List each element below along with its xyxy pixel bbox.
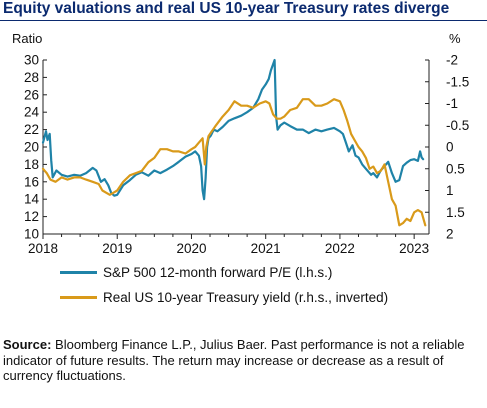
legend-label-pe: S&P 500 12-month forward P/E (l.h.s.) <box>103 265 333 280</box>
left-tick-label: 24 <box>24 105 40 120</box>
left-tick-label: 28 <box>24 70 39 85</box>
left-tick-label: 12 <box>24 209 39 224</box>
right-tick-label: -2 <box>446 53 458 68</box>
left-tick-label: 10 <box>24 227 39 242</box>
series-line-pe <box>41 58 425 201</box>
x-tick-label: 2019 <box>102 241 132 256</box>
x-tick-label: 2021 <box>251 241 281 256</box>
legend-swatch-yield <box>60 296 97 299</box>
source-label: Source: <box>3 337 52 352</box>
left-tick-label: 26 <box>24 87 39 102</box>
left-tick-label: 20 <box>24 140 39 155</box>
right-tick-label: 1.5 <box>446 205 465 220</box>
x-tick-label: 2023 <box>399 241 429 256</box>
right-tick-label: 0.5 <box>446 161 465 176</box>
left-axis-unit: Ratio <box>12 31 43 46</box>
x-tick-label: 2018 <box>28 241 58 256</box>
legend-label-yield: Real US 10-year Treasury yield (r.h.s., … <box>103 290 389 305</box>
right-tick-label: 0 <box>446 140 454 155</box>
right-axis-unit: % <box>449 31 461 46</box>
right-tick-label: -0.5 <box>446 118 469 133</box>
right-tick-label: 1 <box>446 183 454 198</box>
legend-item-pe: S&P 500 12-month forward P/E (l.h.s.) <box>60 265 332 280</box>
line-chart: 101214161820222426283021.510.50-0.5-1-1.… <box>24 53 469 257</box>
left-tick-label: 30 <box>24 53 39 68</box>
left-tick-label: 22 <box>24 122 39 137</box>
right-tick-label: -1 <box>446 96 458 111</box>
chart-title: Equity valuations and real US 10-year Tr… <box>3 0 450 17</box>
legend-item-yield: Real US 10-year Treasury yield (r.h.s., … <box>60 290 388 305</box>
x-tick-label: 2022 <box>325 241 355 256</box>
title-underline <box>0 20 487 21</box>
series-line-yield <box>41 98 427 227</box>
source-note: Source: Bloomberg Finance L.P., Julius B… <box>3 337 483 384</box>
legend-swatch-pe <box>60 271 97 274</box>
left-tick-label: 18 <box>24 157 39 172</box>
left-tick-label: 14 <box>24 192 40 207</box>
right-tick-label: 2 <box>446 227 454 242</box>
x-tick-label: 2020 <box>176 241 206 256</box>
source-text: Bloomberg Finance L.P., Julius Baer. Pas… <box>3 337 465 383</box>
left-tick-label: 16 <box>24 174 39 189</box>
right-tick-label: -1.5 <box>446 74 469 89</box>
